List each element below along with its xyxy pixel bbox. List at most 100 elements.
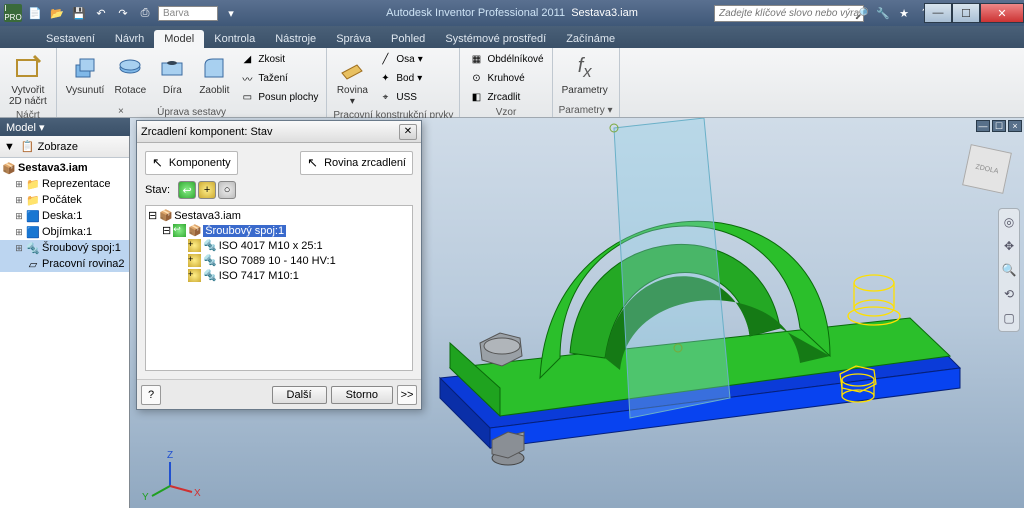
dialog-tree[interactable]: ⊟📦Sestava3.iam ⊟↩📦Šroubový spoj:1 +🔩ISO …	[145, 205, 413, 371]
stav-label: Stav:	[145, 184, 170, 196]
fillet-button[interactable]: Zaoblit	[195, 50, 233, 98]
mirror-dialog: Zrcadlení komponent: Stav ✕ ↖Komponenty …	[136, 120, 422, 410]
orbit-icon[interactable]: ⟲	[1000, 285, 1018, 303]
ucs-button[interactable]: ⌖USS	[375, 88, 424, 106]
pan-icon[interactable]: ✥	[1000, 237, 1018, 255]
tree-item[interactable]: ⊞🟦Objímka:1	[0, 224, 129, 240]
revolve-button[interactable]: Rotace	[111, 50, 149, 98]
redo-icon[interactable]: ↷	[114, 4, 132, 22]
expand-button[interactable]: >>	[397, 385, 417, 405]
next-button[interactable]: Další	[272, 386, 327, 404]
tree-item-selected[interactable]: ⊞🔩Šroubový spoj:1	[0, 240, 129, 256]
save-icon[interactable]: 💾	[70, 4, 88, 22]
search-go-icon[interactable]: 🔎	[853, 4, 871, 22]
fillet-icon	[198, 52, 230, 84]
tree-item[interactable]: ⊞📁Reprezentace	[0, 176, 129, 192]
extrude-button[interactable]: Vysunutí	[63, 50, 108, 98]
new-icon[interactable]: 📄	[26, 4, 44, 22]
app-badge[interactable]: IPRO	[4, 4, 22, 22]
maximize-button[interactable]: ☐	[952, 3, 980, 23]
open-icon[interactable]: 📂	[48, 4, 66, 22]
ribbon: Vytvořit2D náčrt Náčrt Vysunutí Rotace D…	[0, 48, 1024, 118]
circpattern-button[interactable]: ⊙Kruhové	[466, 69, 545, 87]
tab-sysprostredi[interactable]: Systémové prostředí	[435, 30, 556, 48]
pick-arrow-icon: ↖	[152, 155, 163, 171]
axis-icon: ╱	[377, 51, 393, 67]
zobraze-button[interactable]: 📋 Zobraze	[21, 140, 78, 153]
zoom-icon[interactable]: 🔍	[1000, 261, 1018, 279]
viewcube[interactable]: ZDOLA	[962, 144, 1012, 194]
undo-icon[interactable]: ↶	[92, 4, 110, 22]
quick-access-toolbar: IPRO 📄 📂 💾 ↶ ↷ ⎙ Barva ▾	[0, 4, 244, 22]
circ-pattern-icon: ⊙	[468, 70, 484, 86]
lookat-icon[interactable]: ▢	[1000, 309, 1018, 327]
parameters-button[interactable]: fxParametry	[559, 50, 611, 98]
filter-icon[interactable]: ▼	[4, 141, 15, 153]
axis-button[interactable]: ╱Osa ▾	[375, 50, 424, 68]
axes-triad: Z X Y	[142, 450, 201, 503]
title-extra-icons: 🔎 🔧 ★ ?	[853, 4, 934, 22]
panel-x-icon[interactable]: ×	[118, 106, 130, 118]
tab-model[interactable]: Model	[154, 30, 204, 48]
tab-kontrola[interactable]: Kontrola	[204, 30, 265, 48]
cancel-button[interactable]: Storno	[331, 386, 393, 404]
status-gray-icon[interactable]: ○	[218, 181, 236, 199]
ribbon-group-pracovni: Rovina▾ ╱Osa ▾ ✦Bod ▾ ⌖USS Pracovní kons…	[327, 48, 460, 117]
tab-pohled[interactable]: Pohled	[381, 30, 435, 48]
print-icon[interactable]: ⎙	[136, 4, 154, 22]
hole-button[interactable]: Díra	[153, 50, 191, 98]
dtree-item[interactable]: +🔩ISO 7089 10 - 140 HV:1	[148, 253, 410, 268]
rectpattern-button[interactable]: ▦Obdélníkové	[466, 50, 545, 68]
star-icon[interactable]: ★	[895, 4, 913, 22]
help-search-input[interactable]	[714, 5, 864, 22]
app-title: Autodesk Inventor Professional 2011 Sest…	[386, 7, 638, 19]
qat-dropdown-icon[interactable]: ▾	[222, 4, 240, 22]
dialog-titlebar[interactable]: Zrcadlení komponent: Stav ✕	[137, 121, 421, 143]
tab-sestaveni[interactable]: Sestavení	[36, 30, 105, 48]
svg-text:X: X	[194, 488, 201, 499]
ribbon-tabs: Sestavení Návrh Model Kontrola Nástroje …	[0, 26, 1024, 48]
dialog-help-button[interactable]: ?	[141, 385, 161, 405]
tab-zaciname[interactable]: Začínáme	[556, 30, 625, 48]
status-yellow-icon[interactable]: +	[198, 181, 216, 199]
svg-text:Z: Z	[167, 450, 173, 461]
tab-sprava[interactable]: Správa	[326, 30, 381, 48]
mirror-button[interactable]: ◧Zrcadlit	[466, 88, 545, 106]
moveface-button[interactable]: ▭Posun plochy	[237, 88, 320, 106]
ribbon-group-vzor: ▦Obdélníkové ⊙Kruhové ◧Zrcadlit Vzor	[460, 48, 552, 117]
point-button[interactable]: ✦Bod ▾	[375, 69, 424, 87]
tab-navrh[interactable]: Návrh	[105, 30, 154, 48]
mirror-plane-picker[interactable]: ↖Rovina zrcadlení	[300, 151, 413, 175]
chamfer-button[interactable]: ◢Zkosit	[237, 50, 320, 68]
sweep-button[interactable]: 〰Tažení	[237, 69, 320, 87]
dtree-item-selected[interactable]: ⊟↩📦Šroubový spoj:1	[148, 223, 410, 238]
dialog-close-button[interactable]: ✕	[399, 124, 417, 140]
dtree-item[interactable]: +🔩ISO 7417 M10:1	[148, 268, 410, 283]
tree-item[interactable]: ⊞📁Počátek	[0, 192, 129, 208]
model-tree[interactable]: 📦Sestava3.iam ⊞📁Reprezentace ⊞📁Počátek ⊞…	[0, 158, 129, 274]
dtree-root[interactable]: ⊟📦Sestava3.iam	[148, 208, 410, 223]
close-button[interactable]: ✕	[980, 3, 1024, 23]
tree-item[interactable]: ⊞🟦Deska:1	[0, 208, 129, 224]
model-panel-header[interactable]: Model ▾	[0, 118, 130, 136]
tab-nastroje[interactable]: Nástroje	[265, 30, 326, 48]
tree-item-selected[interactable]: ▱Pracovní rovina2	[0, 256, 129, 272]
status-green-icon[interactable]: ↩	[178, 181, 196, 199]
plane-icon	[336, 52, 368, 84]
navwheel-icon[interactable]: ◎	[1000, 213, 1018, 231]
components-picker[interactable]: ↖Komponenty	[145, 151, 238, 175]
tree-root[interactable]: 📦Sestava3.iam	[0, 160, 129, 176]
model-browser-toolbar: ▼ 📋 Zobraze	[0, 136, 129, 158]
part-icon: 🟦	[26, 225, 40, 239]
chamfer-icon: ◢	[239, 51, 255, 67]
window-buttons: — ☐ ✕	[924, 3, 1024, 23]
plane-button[interactable]: Rovina▾	[333, 50, 371, 109]
color-override-field[interactable]: Barva	[158, 6, 218, 21]
moveface-icon: ▭	[239, 89, 255, 105]
fx-icon: fx	[569, 52, 601, 84]
revolve-icon	[114, 52, 146, 84]
dtree-item[interactable]: +🔩ISO 4017 M10 x 25:1	[148, 238, 410, 253]
sketch2d-button[interactable]: Vytvořit2D náčrt	[6, 50, 50, 109]
key-icon[interactable]: 🔧	[874, 4, 892, 22]
minimize-button[interactable]: —	[924, 3, 952, 23]
